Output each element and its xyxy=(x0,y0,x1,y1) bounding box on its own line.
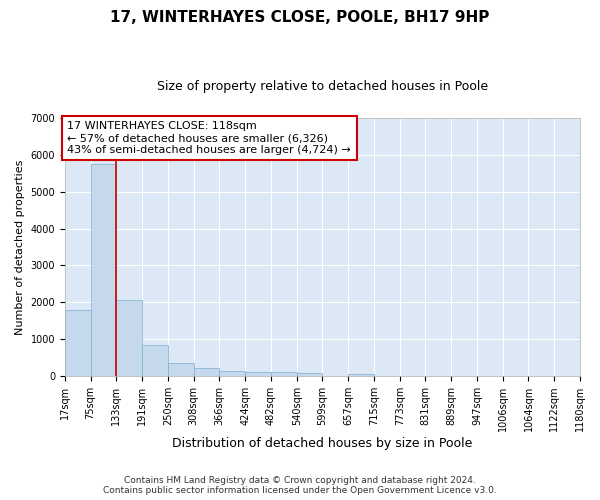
Bar xyxy=(65,310,91,376)
Y-axis label: Number of detached properties: Number of detached properties xyxy=(15,160,25,334)
Bar xyxy=(220,372,245,376)
X-axis label: Distribution of detached houses by size in Poole: Distribution of detached houses by size … xyxy=(172,437,473,450)
Title: Size of property relative to detached houses in Poole: Size of property relative to detached ho… xyxy=(157,80,488,93)
Bar xyxy=(245,372,271,376)
Text: 17 WINTERHAYES CLOSE: 118sqm
← 57% of detached houses are smaller (6,326)
43% of: 17 WINTERHAYES CLOSE: 118sqm ← 57% of de… xyxy=(67,122,351,154)
Bar xyxy=(296,373,322,376)
Bar xyxy=(194,368,220,376)
Text: 17, WINTERHAYES CLOSE, POOLE, BH17 9HP: 17, WINTERHAYES CLOSE, POOLE, BH17 9HP xyxy=(110,10,490,25)
Bar xyxy=(116,300,142,376)
Bar xyxy=(348,374,374,376)
Bar xyxy=(91,164,116,376)
Bar xyxy=(142,345,168,376)
Bar xyxy=(168,362,194,376)
Text: Contains HM Land Registry data © Crown copyright and database right 2024.
Contai: Contains HM Land Registry data © Crown c… xyxy=(103,476,497,495)
Bar xyxy=(271,372,296,376)
